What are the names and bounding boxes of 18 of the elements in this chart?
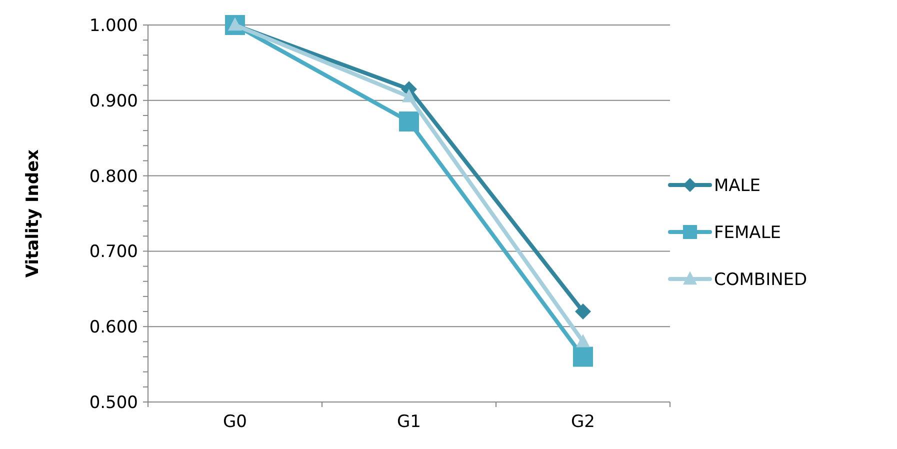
x-tick-label: G1 [397,412,421,432]
y-axis-title: Vitality Index [23,149,43,278]
legend-label: MALE [714,176,761,196]
point [575,304,591,320]
legend-label: COMBINED [714,270,808,290]
point [399,112,419,132]
point [573,346,593,367]
y-tick-label: 0.700 [89,242,138,262]
y-tick-label: 0.900 [89,91,138,112]
x-tick-label: G2 [571,412,595,432]
y-tick-label: 0.500 [89,392,138,413]
legend-label: FEMALE [714,222,782,243]
point [576,334,590,348]
y-tick-label: 0.800 [89,166,138,187]
x-tick-label: G0 [223,412,247,432]
point [402,88,416,102]
y-tick-label: 0.600 [89,318,138,338]
y-tick-label: 1.000 [89,16,138,36]
